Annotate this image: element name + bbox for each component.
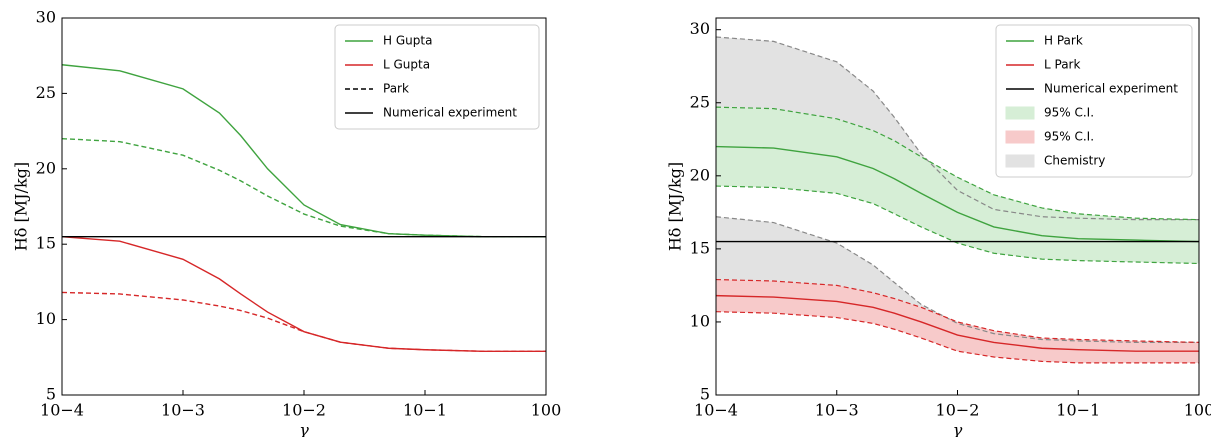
x-tick-label: 10−3 (815, 401, 859, 420)
x-tick-label: 10−2 (282, 401, 326, 420)
legend-swatch (1005, 154, 1035, 168)
y-tick-label: 15 (36, 234, 56, 253)
series-line (715, 145, 1200, 243)
band (716, 107, 1199, 264)
legend-label: L Gupta (383, 58, 430, 72)
series-line (715, 294, 1199, 352)
band-edge (715, 36, 1199, 221)
x-axis-label: γ (953, 421, 963, 437)
y-tick-label: 20 (690, 165, 710, 184)
band-edge (715, 106, 1200, 221)
x-tick-label: 10−1 (403, 401, 447, 420)
y-tick-label: 10 (36, 309, 56, 328)
legend-label: Park (383, 82, 409, 96)
y-tick-label: 30 (36, 8, 56, 27)
band-edge (715, 278, 1200, 343)
band (716, 279, 1199, 363)
legend-label: 95% C.I. (1044, 106, 1094, 120)
legend-label: H Gupta (383, 34, 432, 48)
plot: 5 10 15 20 25 30 10−4 10−3 10−2 10−1 100 γ Hδ [MJ/kg… (12, 8, 562, 437)
series-line (61, 64, 546, 238)
x-tick-label: 10−3 (161, 401, 205, 420)
legend-swatch (1005, 130, 1035, 144)
x-tick-label: 10−4 (694, 401, 738, 420)
legend-swatch (1005, 106, 1035, 120)
x-tick-label: 10−1 (1056, 401, 1100, 420)
y-tick-label: 5 (46, 385, 56, 404)
legend-label: L Park (1044, 58, 1080, 72)
y-axis-label: Hδ [MJ/kg] (12, 162, 31, 251)
x-tick-label: 10−2 (936, 401, 980, 420)
legend: H Park L Park Numerical experiment 95% C.I.… (995, 24, 1193, 178)
y-tick-label: 10 (690, 311, 710, 330)
series-line (61, 137, 546, 238)
plot: 5 10 15 20 25 30 10−4 10−3 10−2 10−1 100 γ Hδ [MJ/kg… (666, 17, 1211, 437)
band (716, 216, 1199, 343)
legend-label: Chemistry (1044, 154, 1105, 168)
legend-label: Numerical experiment (383, 106, 517, 120)
x-tick-label: 100 (1184, 401, 1211, 420)
y-tick-label: 5 (700, 385, 710, 404)
legend: H Gupta L Gupta Park Numerical experiment (334, 24, 540, 130)
y-tick-label: 20 (36, 158, 56, 177)
legend-label: H Park (1044, 34, 1083, 48)
y-tick-label: 25 (36, 83, 56, 102)
band-edge (715, 185, 1200, 265)
legend-label: 95% C.I. (1044, 130, 1094, 144)
y-tick-label: 25 (690, 92, 710, 111)
legend-box (334, 24, 540, 130)
band (716, 36, 1199, 220)
x-axis-label: γ (299, 421, 309, 437)
series-line (61, 291, 546, 352)
y-tick-label: 15 (690, 238, 710, 257)
y-axis-label: Hδ [MJ/kg] (666, 162, 685, 251)
series-line (61, 235, 546, 352)
legend-box (995, 24, 1193, 178)
x-tick-label: 100 (531, 401, 562, 420)
legend-label: Numerical experiment (1044, 82, 1178, 96)
band-edge (715, 216, 1199, 343)
band-edge (715, 311, 1199, 364)
x-tick-label: 10−4 (40, 401, 84, 420)
y-tick-label: 30 (690, 19, 710, 38)
